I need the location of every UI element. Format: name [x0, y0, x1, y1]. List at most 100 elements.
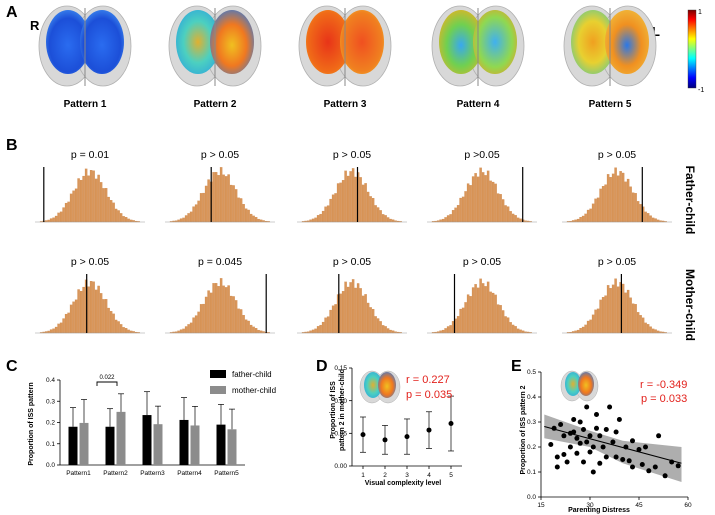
- data-point: [581, 459, 586, 465]
- histogram-bar: [184, 326, 188, 334]
- x-tick-label: Pattern2: [103, 470, 128, 477]
- histogram-bar: [82, 175, 85, 223]
- histogram-bar: [72, 301, 75, 334]
- histogram-bar: [311, 218, 315, 223]
- histogram-bar: [204, 185, 208, 223]
- histogram-bar: [124, 328, 128, 334]
- histogram-bar: [74, 299, 78, 334]
- p-value-label: p > 0.05: [201, 149, 239, 161]
- histogram-bar: [89, 281, 93, 334]
- histogram-bar: [499, 305, 502, 334]
- histogram-bar: [604, 184, 607, 223]
- histogram-bar: [634, 304, 637, 334]
- histogram-bar: [456, 205, 460, 223]
- data-point: [636, 447, 642, 452]
- histogram-bar: [82, 286, 85, 334]
- histogram-bar: [644, 322, 647, 334]
- histogram-bar: [359, 288, 362, 334]
- pattern-label: Pattern 5: [589, 99, 632, 110]
- histogram-bar: [351, 168, 355, 223]
- brain-map-left: [473, 10, 517, 74]
- histogram-bar: [117, 321, 120, 334]
- data-point: [554, 454, 560, 460]
- data-point: [639, 462, 645, 467]
- histogram-bar: [494, 183, 497, 223]
- histogram-bar: [636, 201, 640, 223]
- histogram-bar: [232, 296, 235, 334]
- histogram-bar: [576, 218, 580, 223]
- x-tick-label: 60: [684, 502, 692, 509]
- histogram-bar: [624, 181, 627, 223]
- x-tick-label: Pattern1: [66, 470, 91, 477]
- histogram-bar: [99, 293, 103, 334]
- histogram-bar: [341, 180, 345, 223]
- histogram-bar: [376, 207, 380, 223]
- data-point: [548, 442, 554, 447]
- histogram-bar: [589, 319, 592, 334]
- father-histogram-1: p = 0.01: [35, 149, 145, 223]
- histogram-bar: [114, 319, 118, 334]
- mother-child-bar: [190, 425, 200, 465]
- brain-pattern-2: [168, 5, 262, 87]
- histogram-bar: [207, 179, 210, 223]
- data-point: [603, 427, 609, 432]
- histogram-bar: [494, 294, 497, 334]
- x-tick-label: 3: [405, 472, 409, 479]
- histogram-bar: [232, 185, 235, 223]
- pattern-label: Pattern 1: [64, 99, 107, 110]
- histogram-bar: [366, 302, 370, 334]
- histogram-bar: [224, 176, 228, 223]
- histogram-bar: [379, 210, 382, 223]
- data-point: [561, 452, 567, 457]
- histogram-bar: [124, 217, 128, 223]
- brain-map-left: [210, 10, 254, 74]
- histogram-bar: [207, 290, 210, 334]
- histogram-bar: [319, 213, 322, 223]
- father-histogram-2: p > 0.05: [165, 149, 275, 223]
- histogram-bar: [204, 296, 208, 334]
- y-tick-label: 0.2: [46, 420, 55, 427]
- histogram-bar: [614, 278, 617, 334]
- histogram-bar: [621, 172, 625, 223]
- data-point: [558, 422, 564, 427]
- y-tick-label: 0.1: [46, 441, 55, 448]
- histogram-bar: [506, 317, 510, 334]
- histogram-bar: [321, 210, 325, 223]
- histogram-bar: [626, 289, 630, 334]
- data-point: [610, 439, 616, 445]
- histogram-bar: [386, 217, 390, 223]
- histogram-bar: [601, 297, 605, 334]
- data-point: [382, 437, 388, 443]
- histogram-bar: [374, 316, 377, 334]
- histogram-bar: [584, 324, 587, 334]
- histogram-bar: [117, 210, 120, 223]
- histogram-bar: [489, 180, 492, 223]
- histogram-bar: [364, 294, 367, 334]
- histogram-bar: [326, 316, 330, 334]
- histogram-bar: [516, 217, 520, 223]
- histogram-bar: [214, 283, 218, 334]
- histogram-bar: [219, 278, 223, 334]
- histogram-bar: [49, 218, 53, 223]
- histogram-bar: [254, 328, 258, 334]
- histogram-bar: [247, 320, 250, 334]
- data-point: [574, 435, 580, 441]
- histogram-bar: [349, 282, 352, 334]
- histogram-bar: [249, 213, 253, 223]
- brain-map-right: [571, 10, 615, 74]
- father-child-bar: [142, 415, 152, 465]
- y-tick-label: 0.5: [527, 369, 536, 376]
- histogram-bar: [476, 176, 480, 223]
- x-tick-label: Pattern4: [177, 470, 202, 477]
- histogram-bar: [574, 219, 577, 223]
- histogram-bar: [319, 324, 322, 334]
- histogram-bar: [257, 218, 260, 223]
- p-value-label: p > 0.05: [71, 256, 109, 268]
- histogram-bar: [212, 283, 215, 334]
- histogram-bar: [199, 193, 203, 223]
- y-tick-label: 0.3: [527, 419, 536, 426]
- histogram-bar: [192, 317, 195, 334]
- histogram-bar: [614, 167, 617, 223]
- histogram-bar: [69, 193, 73, 223]
- histogram-bar: [501, 310, 505, 334]
